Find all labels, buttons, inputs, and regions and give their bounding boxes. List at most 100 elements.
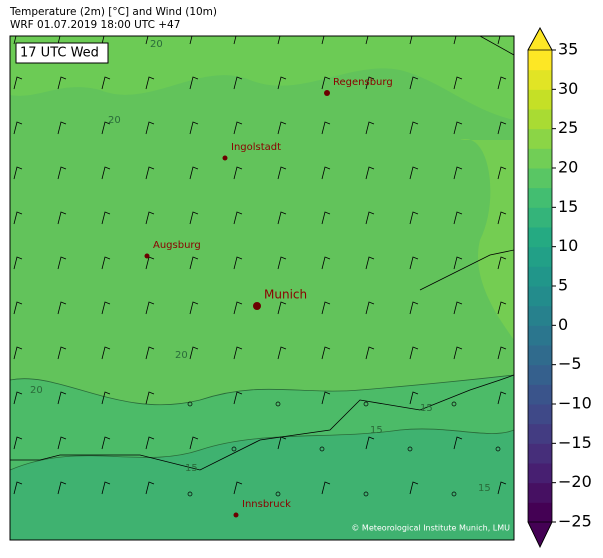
- wind-barb: [101, 391, 111, 405]
- wind-barb: [365, 301, 375, 315]
- wind-barb: [233, 346, 243, 360]
- wind-barb: [233, 121, 243, 135]
- contour-label: 15: [185, 463, 198, 474]
- wind-barb: [365, 211, 375, 225]
- wind-barb: [497, 166, 507, 180]
- wind-barb: [453, 436, 463, 450]
- wind-barb: [321, 76, 331, 90]
- wind-barb: [453, 121, 463, 135]
- calm-marker: [275, 491, 281, 497]
- colorbar-band: [528, 423, 552, 444]
- wind-barb: [409, 256, 419, 270]
- wind-barb: [13, 301, 23, 315]
- wind-barbs: [13, 36, 507, 497]
- wind-barb: [57, 301, 67, 315]
- wind-barb: [57, 436, 67, 450]
- wind-barb: [13, 256, 23, 270]
- wind-barb: [409, 36, 413, 45]
- wind-barb: [277, 211, 287, 225]
- wind-barb: [101, 121, 111, 135]
- calm-marker: [187, 401, 193, 407]
- colorbar-tick-label: 25: [558, 118, 578, 137]
- wind-barb: [409, 391, 419, 405]
- contour-label: 15: [420, 403, 433, 414]
- calm-marker: [363, 401, 369, 407]
- city-label: Regensburg: [333, 77, 393, 88]
- wind-barb: [453, 256, 463, 270]
- wind-barb: [409, 166, 419, 180]
- time-label: 17 UTC Wed: [20, 46, 99, 61]
- wind-barb: [365, 346, 375, 360]
- wind-barb: [233, 301, 243, 315]
- wind-barb: [233, 481, 243, 495]
- colorbar-tick-label: 35: [558, 40, 578, 59]
- calm-marker: [187, 491, 193, 497]
- wind-barb: [321, 481, 331, 495]
- wind-barb: [101, 346, 111, 360]
- colorbar-band: [528, 404, 552, 425]
- wind-barb: [233, 256, 243, 270]
- contour-label: 15: [370, 425, 383, 436]
- wind-barb: [321, 166, 331, 180]
- contour-label: 20: [30, 385, 43, 396]
- colorbar-band: [528, 227, 552, 248]
- city-dot: [233, 512, 239, 518]
- colorbar-band: [528, 443, 552, 464]
- wind-barb: [409, 76, 419, 90]
- wind-barb: [409, 481, 419, 495]
- wind-barb: [497, 256, 507, 270]
- wind-barb: [101, 76, 111, 90]
- wind-barb: [277, 436, 287, 450]
- wind-barb: [453, 76, 463, 90]
- wind-barb: [277, 346, 287, 360]
- wind-barb: [189, 211, 199, 225]
- wind-barb: [57, 121, 67, 135]
- wind-barb: [189, 256, 199, 270]
- wind-barb: [145, 346, 155, 360]
- colorbar-band: [528, 128, 552, 149]
- wind-barb: [233, 36, 237, 45]
- colorbar-tick-label: −15: [558, 433, 592, 452]
- wind-barb: [57, 211, 67, 225]
- wind-barb: [277, 76, 287, 90]
- colorbar-tick-label: −10: [558, 394, 592, 413]
- calm-marker: [363, 491, 369, 497]
- colorbar-extend-top: [527, 27, 553, 51]
- wind-barb: [365, 76, 375, 90]
- wind-barb: [13, 391, 23, 405]
- contour-label: 20: [150, 39, 163, 50]
- wind-barb: [145, 436, 155, 450]
- wind-barb: [145, 121, 155, 135]
- colorbar-band: [528, 246, 552, 267]
- wind-barb: [277, 121, 287, 135]
- subtitle: WRF 01.07.2019 18:00 UTC +47: [10, 19, 180, 31]
- wind-barb: [453, 301, 463, 315]
- wind-barb: [365, 166, 375, 180]
- contour-label: 15: [478, 483, 491, 494]
- wind-barb: [13, 481, 23, 495]
- wind-barb: [57, 481, 67, 495]
- contour-label: 20: [108, 115, 121, 126]
- colorbar-band: [528, 502, 552, 523]
- colorbar-band: [528, 286, 552, 307]
- city-label: Augsburg: [153, 240, 201, 251]
- wind-barb: [233, 166, 243, 180]
- wind-barb: [497, 121, 507, 135]
- city-label: Innsbruck: [242, 499, 291, 510]
- credit: © Meteorological Institute Munich, LMU: [351, 524, 510, 533]
- colorbar-tick-label: 5: [558, 276, 568, 295]
- wind-barb: [145, 211, 155, 225]
- wind-barb: [321, 211, 331, 225]
- city-label: Ingolstadt: [231, 142, 281, 153]
- wind-barb: [145, 76, 155, 90]
- wind-barb: [453, 36, 457, 45]
- colorbar-band: [528, 50, 552, 71]
- wind-barb: [145, 481, 155, 495]
- wind-barb: [233, 76, 243, 90]
- calm-marker: [495, 446, 501, 452]
- calm-marker: [407, 446, 413, 452]
- wind-barb: [321, 346, 331, 360]
- colorbar-band: [528, 305, 552, 326]
- colorbar-band: [528, 384, 552, 405]
- wind-barb: [233, 211, 243, 225]
